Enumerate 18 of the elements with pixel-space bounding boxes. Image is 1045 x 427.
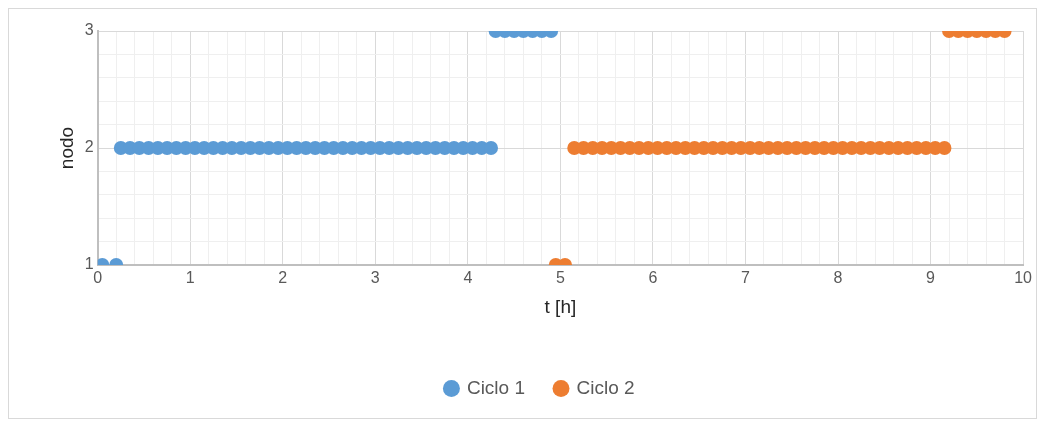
x-tick-label: 9 bbox=[926, 269, 936, 287]
x-tick-label: 3 bbox=[370, 269, 380, 287]
y-axis-title: nodo bbox=[55, 126, 77, 170]
x-tick-label: 5 bbox=[555, 269, 565, 287]
x-tick-label: 4 bbox=[463, 269, 473, 287]
x-tick-label: 10 bbox=[1014, 269, 1033, 287]
legend-label: Ciclo 2 bbox=[576, 376, 635, 398]
x-axis-title: t [h] bbox=[544, 295, 577, 317]
x-tick-label: 7 bbox=[741, 269, 751, 287]
y-tick-label: 3 bbox=[84, 21, 94, 39]
legend-label: Ciclo 1 bbox=[466, 376, 525, 398]
x-tick-label: 1 bbox=[185, 269, 195, 287]
y-tick-label: 1 bbox=[84, 255, 94, 273]
y-tick-label: 2 bbox=[84, 138, 94, 156]
x-tick-label: 0 bbox=[93, 269, 103, 287]
x-tick-label: 2 bbox=[278, 269, 288, 287]
x-tick-label: 8 bbox=[833, 269, 843, 287]
x-tick-label: 6 bbox=[648, 269, 658, 287]
